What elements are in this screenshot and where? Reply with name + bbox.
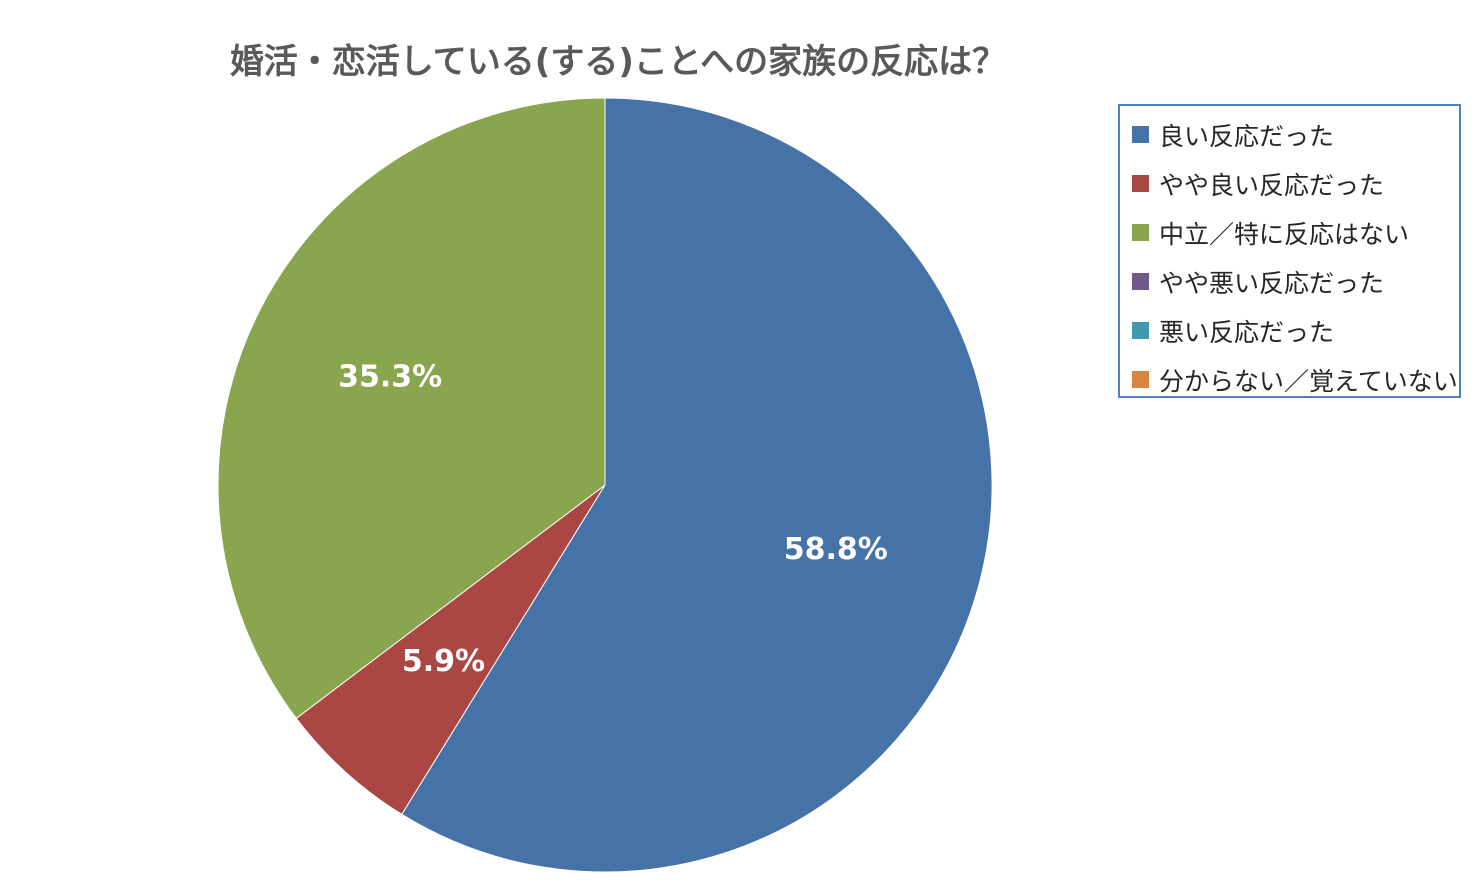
slice-value-label: 5.9% (402, 644, 485, 679)
chart-title: 婚活・恋活している(する)ことへの家族の反応は？ (229, 42, 1007, 82)
legend-item-somewhat-good: やや良い反応だった (1120, 159, 1459, 208)
legend-label: やや悪い反応だった (1159, 268, 1385, 298)
legend-swatch (1132, 224, 1149, 241)
legend-item-unknown: 分からない／覚えていない (1120, 355, 1459, 404)
legend-label: 悪い反応だった (1159, 317, 1335, 347)
legend-item-somewhat-bad: やや悪い反応だった (1120, 257, 1459, 306)
legend-item-bad: 悪い反応だった (1120, 306, 1459, 355)
legend-label: 分からない／覚えていない (1159, 366, 1458, 396)
legend-item-good: 良い反応だった (1120, 110, 1459, 159)
legend-item-neutral: 中立／特に反応はない (1120, 208, 1459, 257)
legend-label: やや良い反応だった (1159, 170, 1385, 200)
legend: 良い反応だった やや良い反応だった 中立／特に反応はない やや悪い反応だった 悪… (1118, 104, 1461, 398)
slice-value-label: 58.8% (784, 532, 888, 567)
legend-label: 中立／特に反応はない (1159, 219, 1410, 249)
pie-slice (295, 484, 606, 816)
pie-slice (401, 97, 993, 873)
legend-swatch (1132, 126, 1149, 143)
pie-slice (217, 97, 606, 720)
legend-label: 良い反応だった (1159, 121, 1335, 151)
legend-swatch (1132, 322, 1149, 339)
legend-swatch (1132, 371, 1149, 388)
slice-value-label: 35.3% (338, 360, 442, 395)
legend-swatch (1132, 175, 1149, 192)
legend-swatch (1132, 273, 1149, 290)
